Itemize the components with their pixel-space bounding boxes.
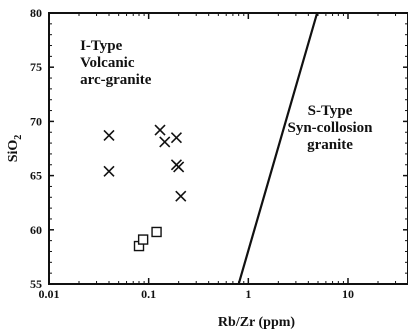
- region-label-line: I-Type: [80, 38, 123, 54]
- y-tick-label: 65: [30, 169, 42, 183]
- y-axis-title: SiO2: [6, 135, 24, 163]
- cross-stroke: [103, 165, 115, 177]
- data-point-square: [137, 234, 149, 245]
- cross-stroke: [103, 129, 115, 142]
- region-label-line: Syn-collosion: [287, 120, 373, 136]
- data-points: [103, 124, 187, 252]
- tick-labels: 55 60 65 70 75 80 0.01 0.1 1 10: [30, 6, 354, 301]
- y-axis-title-main: SiO: [6, 140, 21, 163]
- y-axis-title-subscript: 2: [13, 135, 24, 140]
- region-label: S-Type Syn-collosion granite: [287, 103, 373, 153]
- data-point-cross: [154, 124, 166, 136]
- data-point-cross: [159, 136, 171, 148]
- y-tick-label: 80: [30, 6, 42, 20]
- annotations: I-Type Volcanic arc-granite S-Type Syn-collo…: [80, 38, 373, 153]
- data-point-cross: [173, 161, 185, 173]
- data-point-square: [151, 226, 162, 238]
- region-label-line: Volcanic: [80, 55, 135, 71]
- y-tick-label: 70: [30, 114, 42, 128]
- cross-stroke: [175, 190, 187, 202]
- x-tick-label: 0.01: [39, 287, 60, 301]
- cross-stroke: [173, 161, 185, 173]
- region-label-line: arc-granite: [80, 72, 152, 88]
- cross-stroke: [159, 136, 171, 148]
- data-point-cross: [175, 190, 187, 202]
- data-point-cross: [103, 129, 115, 142]
- cross-stroke: [154, 124, 166, 136]
- data-point-cross: [170, 132, 183, 144]
- y-tick-label: 60: [30, 223, 42, 237]
- x-tick-label: 0.1: [141, 287, 156, 301]
- region-label-line: S-Type: [308, 103, 353, 119]
- boundary-line: [237, 12, 319, 285]
- x-tick-label: 1: [245, 287, 251, 301]
- y-tick-label: 55: [30, 277, 42, 291]
- region-label: I-Type Volcanic arc-granite: [80, 38, 152, 88]
- plot-frame: [48, 12, 408, 285]
- x-tick-label: 10: [342, 287, 354, 301]
- x-axis-title: Rb/Zr (ppm): [218, 315, 295, 330]
- cross-stroke: [170, 132, 183, 144]
- y-tick-label: 75: [30, 60, 42, 74]
- region-label-line: granite: [307, 137, 353, 153]
- data-point-cross: [103, 165, 115, 177]
